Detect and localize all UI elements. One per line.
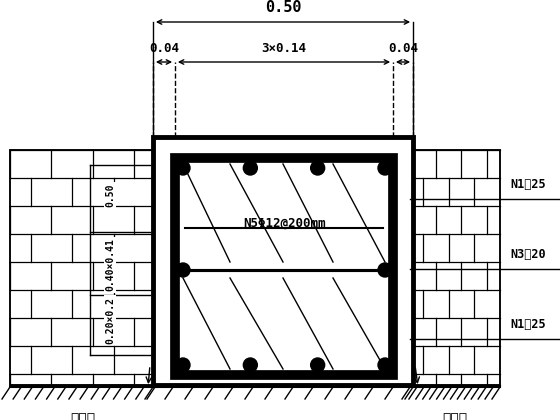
Text: N3⑤20: N3⑤20 (510, 249, 545, 262)
Circle shape (176, 161, 190, 175)
Text: N5Φ12@200mm: N5Φ12@200mm (242, 217, 325, 230)
Text: 0.40×0.41: 0.40×0.41 (105, 239, 115, 291)
Text: 0.04: 0.04 (149, 42, 179, 55)
Text: N1⑤25: N1⑤25 (510, 178, 545, 192)
Text: 0.50: 0.50 (105, 183, 115, 207)
Circle shape (244, 161, 258, 175)
Circle shape (378, 358, 392, 372)
Text: 0.50: 0.50 (265, 0, 301, 16)
Circle shape (378, 161, 392, 175)
Bar (410, 150, 500, 385)
Bar (175, 158, 393, 375)
Text: 3×0.14: 3×0.14 (262, 42, 306, 55)
Circle shape (311, 161, 325, 175)
Circle shape (311, 358, 325, 372)
Circle shape (176, 263, 190, 277)
Text: 0.20×0.2: 0.20×0.2 (105, 297, 115, 344)
Text: 挡土墙: 挡土墙 (442, 412, 468, 420)
Circle shape (176, 358, 190, 372)
Text: N1⑤25: N1⑤25 (510, 318, 545, 331)
Text: 挡土墙: 挡土墙 (70, 412, 95, 420)
Circle shape (244, 358, 258, 372)
Circle shape (378, 263, 392, 277)
Bar (153, 137, 413, 385)
Text: 0.04: 0.04 (388, 42, 418, 55)
Bar (10, 150, 155, 385)
